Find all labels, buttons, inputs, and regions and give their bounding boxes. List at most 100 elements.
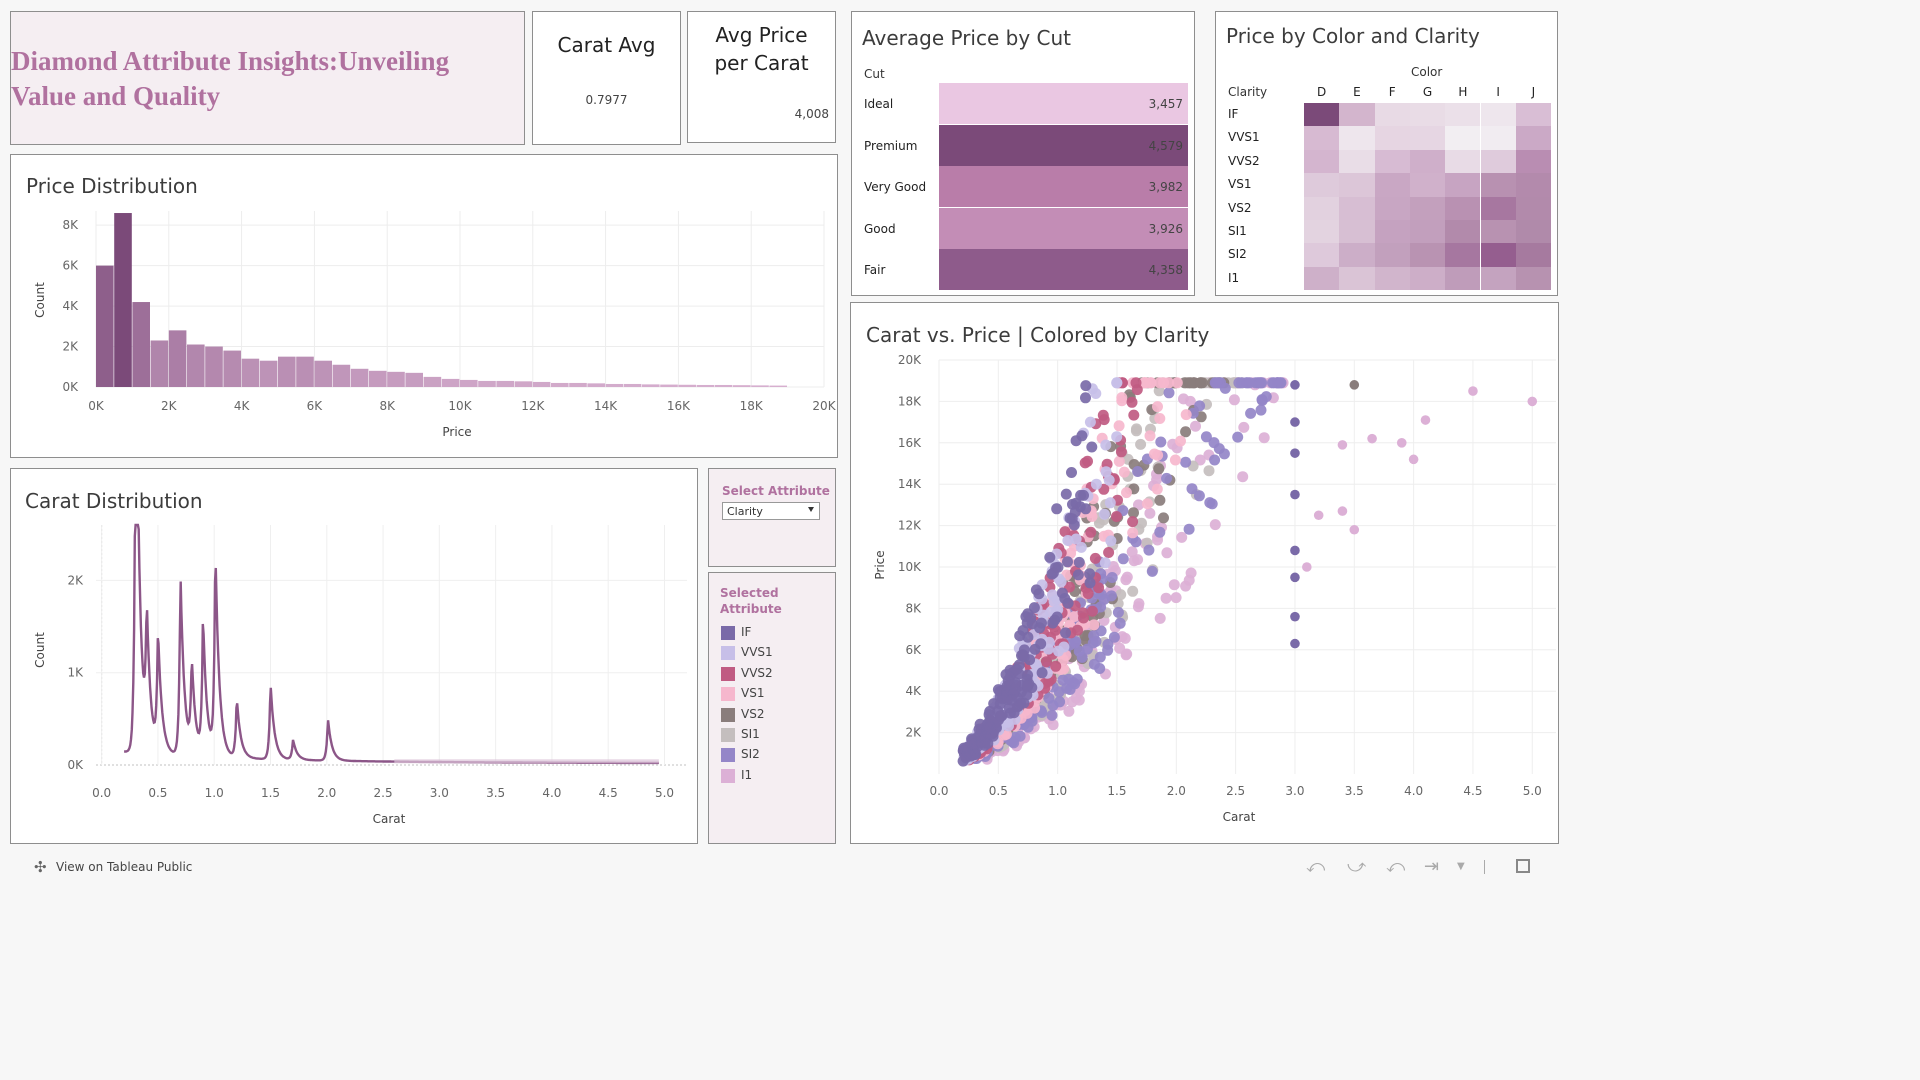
scatter-point: [1047, 719, 1059, 731]
scatter-y-tick: 20K: [898, 353, 922, 367]
undo-icon[interactable]: ⤺: [1306, 856, 1326, 877]
scatter-point: [1127, 516, 1139, 528]
refresh-icon[interactable]: ⇥: [1424, 856, 1440, 877]
heatmap-cell[interactable]: [1339, 243, 1375, 267]
heatmap-cell[interactable]: [1445, 126, 1481, 150]
heatmap-cell[interactable]: [1480, 173, 1516, 197]
kpi-avg-price-per-carat-label: Avg Price per Carat: [714, 23, 809, 75]
heatmap-cell[interactable]: [1445, 220, 1481, 244]
heatmap-cell[interactable]: [1374, 103, 1410, 127]
heatmap-cell[interactable]: [1445, 243, 1481, 267]
heatmap-cell[interactable]: [1445, 196, 1481, 220]
scatter-point: [1089, 552, 1101, 564]
scatter-point: [1408, 454, 1419, 465]
heatmap-cell[interactable]: [1480, 266, 1516, 291]
scatter-point: [1108, 631, 1120, 643]
heatmap-cell[interactable]: [1374, 220, 1410, 244]
price-bar: [660, 384, 678, 387]
cut-value-cell[interactable]: 3,926: [939, 207, 1188, 249]
heatmap-cell[interactable]: [1304, 220, 1340, 244]
color-header-E: E: [1353, 85, 1361, 99]
scatter-point: [1055, 576, 1067, 588]
heatmap-cell[interactable]: [1374, 126, 1410, 150]
heatmap-cell[interactable]: [1339, 173, 1375, 197]
heatmap-cell[interactable]: [1480, 243, 1516, 267]
heatmap-cell[interactable]: [1409, 149, 1446, 174]
cut-value-cell[interactable]: 4,358: [939, 249, 1188, 291]
heatmap-cell[interactable]: [1304, 126, 1340, 150]
heatmap-cell[interactable]: [1480, 196, 1516, 220]
heatmap-cell[interactable]: [1374, 243, 1410, 267]
heatmap-cell[interactable]: [1515, 149, 1552, 174]
heatmap-cell[interactable]: [1339, 149, 1375, 174]
heatmap-cell[interactable]: [1409, 220, 1446, 244]
heatmap-cell[interactable]: [1409, 196, 1446, 220]
scatter-point: [1367, 433, 1377, 444]
heatmap-cell[interactable]: [1304, 196, 1340, 220]
heatmap-cell[interactable]: [1339, 103, 1375, 127]
heatmap-cell[interactable]: [1409, 126, 1446, 150]
heatmap-cell[interactable]: [1304, 243, 1340, 267]
heatmap-cell[interactable]: [1304, 173, 1340, 197]
heatmap-cell[interactable]: [1515, 266, 1552, 291]
cut-value-cell[interactable]: 3,457: [939, 83, 1188, 124]
redo-icon[interactable]: ⤻: [1347, 856, 1367, 877]
cut-row[interactable]: Ideal 3,457: [852, 83, 1194, 125]
cut-row[interactable]: Premium 4,579: [852, 124, 1194, 167]
clarity-label-SI1: SI1: [1228, 224, 1247, 238]
heatmap-cell[interactable]: [1515, 196, 1552, 220]
chevron-down-icon[interactable]: [808, 507, 814, 512]
cut-row[interactable]: Fair 4,358: [852, 249, 1194, 291]
heatmap-cell[interactable]: [1480, 126, 1516, 150]
heatmap-cell[interactable]: [1515, 103, 1552, 127]
heatmap-cell[interactable]: [1374, 149, 1410, 174]
heatmap-cell[interactable]: [1480, 103, 1516, 127]
heatmap-cell[interactable]: [1480, 149, 1516, 174]
heatmap-cell[interactable]: [1445, 266, 1481, 291]
fullscreen-icon[interactable]: [1516, 859, 1530, 873]
cut-row[interactable]: Very Good 3,982: [852, 166, 1194, 208]
price-bar: [96, 265, 114, 387]
heatmap-cell[interactable]: [1480, 220, 1516, 244]
heatmap-cell[interactable]: [1339, 196, 1375, 220]
heatmap-cell[interactable]: [1374, 266, 1410, 291]
scatter-point: [1139, 377, 1150, 389]
heatmap-cell[interactable]: [1374, 196, 1410, 220]
heatmap-cell[interactable]: [1515, 126, 1552, 150]
cut-value-cell[interactable]: 3,982: [939, 166, 1188, 208]
heatmap-cell[interactable]: [1409, 266, 1446, 291]
scatter-point: [1154, 612, 1166, 624]
heatmap-cell[interactable]: [1515, 220, 1552, 244]
scatter-point: [1258, 432, 1270, 444]
scatter-point: [1256, 377, 1268, 389]
dropdown-arrow-icon[interactable]: ▼: [1457, 861, 1465, 872]
avg-price-by-cut-title: Average Price by Cut: [862, 26, 1072, 50]
heatmap-cell[interactable]: [1409, 173, 1446, 197]
heatmap-cell[interactable]: [1409, 243, 1446, 267]
attribute-dropdown[interactable]: Clarity: [722, 502, 820, 520]
scatter-point: [1131, 384, 1143, 396]
heatmap-cell[interactable]: [1445, 149, 1481, 174]
heatmap-cell[interactable]: [1304, 149, 1340, 174]
heatmap-cell[interactable]: [1304, 103, 1340, 127]
cut-value-cell[interactable]: 4,579: [939, 124, 1188, 166]
heatmap-cell[interactable]: [1339, 126, 1375, 150]
cut-row[interactable]: Good 3,926: [852, 207, 1194, 250]
heatmap-cell[interactable]: [1409, 103, 1446, 127]
heatmap-cell[interactable]: [1374, 173, 1410, 197]
scatter-point: [1112, 606, 1124, 618]
scatter-y-tick: 2K: [905, 726, 922, 740]
heatmap-cell[interactable]: [1339, 220, 1375, 244]
heatmap-cell[interactable]: [1339, 266, 1375, 291]
heatmap-cell[interactable]: [1515, 173, 1552, 197]
scatter-point: [1059, 526, 1071, 538]
heatmap-cell[interactable]: [1304, 266, 1340, 291]
heatmap-cell[interactable]: [1515, 243, 1552, 267]
revert-icon[interactable]: ⤺: [1386, 856, 1406, 877]
heatmap-cell[interactable]: [1445, 173, 1481, 197]
scatter-panel: Carat vs. Price | Colored by Clarity Pri…: [850, 302, 1559, 844]
scatter-point: [1161, 472, 1173, 484]
heatmap-cell[interactable]: [1445, 103, 1481, 127]
select-attribute-label: Select Attribute: [722, 484, 830, 498]
scatter-point: [1014, 630, 1026, 642]
